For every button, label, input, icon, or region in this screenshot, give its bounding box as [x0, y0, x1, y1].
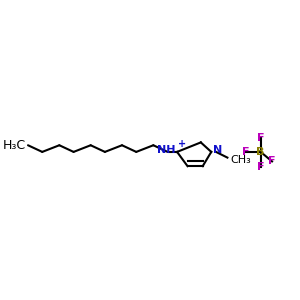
Text: F: F — [242, 147, 249, 157]
Text: B: B — [256, 147, 265, 157]
Text: N: N — [213, 145, 222, 155]
Text: CH₃: CH₃ — [230, 155, 251, 165]
Text: F: F — [257, 133, 264, 143]
Text: F: F — [257, 162, 264, 172]
Text: NH: NH — [157, 145, 175, 155]
Text: H₃C: H₃C — [3, 139, 26, 152]
Text: +: + — [178, 139, 186, 149]
Text: F: F — [268, 156, 276, 167]
